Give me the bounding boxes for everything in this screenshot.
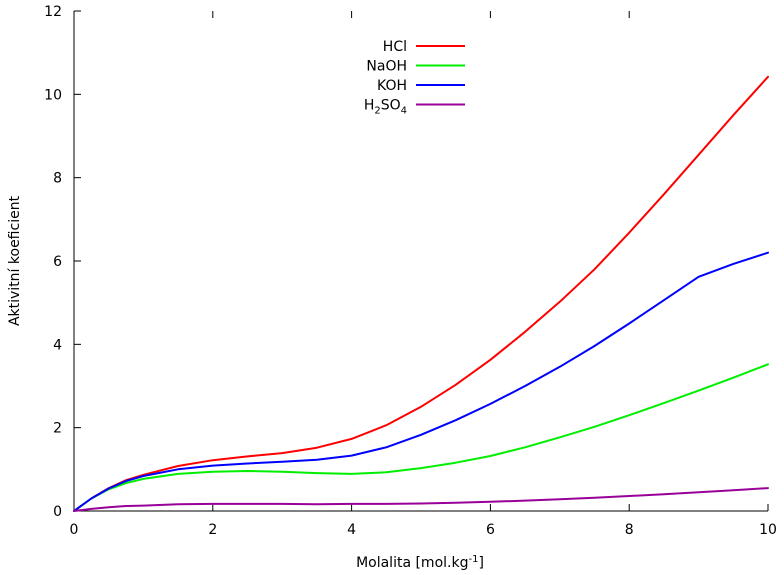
y-tick-label: 4	[53, 337, 62, 353]
y-tick-label: 10	[44, 87, 62, 103]
x-tick-label: 8	[625, 522, 634, 538]
x-axis-label-suffix: ]	[478, 555, 483, 571]
x-tick-label: 10	[759, 522, 777, 538]
series-line-hcl	[73, 75, 769, 512]
y-tick-label: 0	[53, 504, 62, 520]
x-axis-label: Molalita [mol.kg-1]	[356, 554, 484, 572]
series-line-h2so4	[73, 487, 769, 512]
legend-label-naoh: NaOH	[366, 59, 407, 75]
x-tick-label: 2	[208, 522, 217, 538]
legend-label-h2so4: H2SO4	[364, 98, 407, 117]
y-tick-label: 8	[53, 171, 62, 187]
y-tick-label: 6	[53, 254, 62, 270]
series-line-naoh	[73, 363, 769, 512]
legend-label-koh: KOH	[377, 78, 407, 94]
ticks: 0 2 4 6 8 10 0 2 4 6 8 10 12	[44, 4, 777, 538]
series-group	[73, 75, 769, 512]
y-tick-label: 12	[44, 4, 62, 20]
y-tick-label: 2	[53, 421, 62, 437]
x-tick-label: 4	[347, 522, 356, 538]
x-tick-label: 6	[486, 522, 495, 538]
y-axis-label: Aktivitní koeficient	[7, 195, 23, 326]
x-tick-label: 0	[70, 522, 79, 538]
x-axis-label-sup: -1	[468, 554, 478, 565]
legend: HCl NaOH KOH H2SO4	[364, 39, 465, 117]
series-line-koh	[73, 251, 769, 512]
legend-label-hcl: HCl	[383, 39, 407, 55]
x-axis-label-prefix: Molalita [mol.kg	[356, 555, 468, 571]
